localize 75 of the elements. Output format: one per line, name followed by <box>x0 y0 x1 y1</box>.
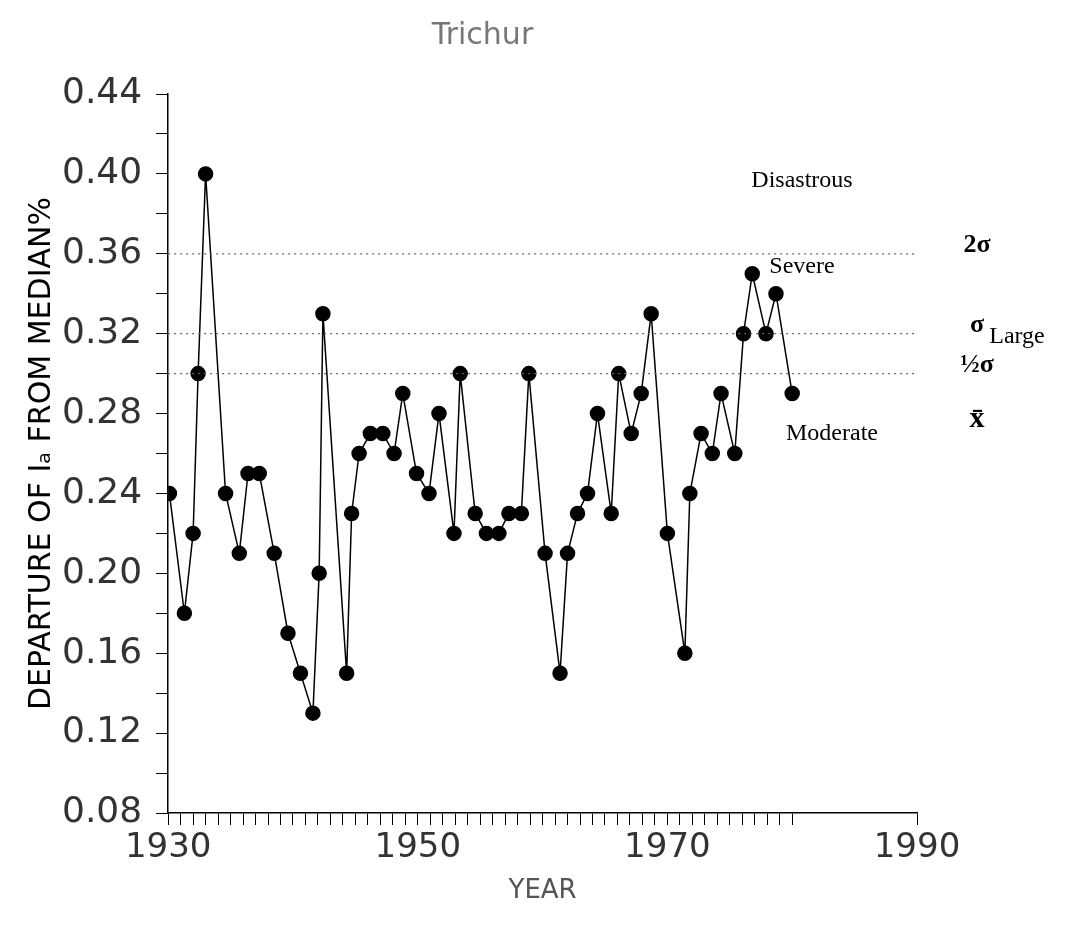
point <box>693 425 709 442</box>
point <box>190 365 206 382</box>
point <box>311 565 327 582</box>
point <box>727 445 743 462</box>
point <box>559 545 576 562</box>
x-tick-label: 1970 <box>624 825 711 866</box>
point <box>176 605 193 622</box>
point <box>643 305 659 322</box>
point <box>467 505 483 522</box>
point <box>452 365 468 382</box>
text: Large <box>989 322 1045 349</box>
point <box>589 405 606 422</box>
x-tick-label: 1950 <box>374 825 462 866</box>
point <box>603 505 619 522</box>
y-tick-label: 0.40 <box>62 150 143 192</box>
y-tick-label: 0.20 <box>62 549 143 591</box>
point <box>768 285 784 302</box>
annotation: Moderate <box>786 419 878 446</box>
point <box>579 485 596 502</box>
point <box>292 665 309 681</box>
point <box>351 445 367 462</box>
ref-line-label: 2σ <box>963 229 991 259</box>
y-tick-label: 0.44 <box>62 70 143 112</box>
y-axis-title: DEPARTURE OF Iₐ FROM MEDIAN% <box>21 197 57 710</box>
point <box>677 645 693 661</box>
point <box>266 545 282 562</box>
y-tick-label: 0.12 <box>62 709 143 751</box>
point <box>521 365 537 382</box>
point <box>491 525 507 542</box>
point <box>758 325 774 342</box>
point <box>537 545 553 562</box>
point <box>713 385 729 402</box>
point <box>659 525 676 542</box>
annotation: Disastrous <box>751 166 853 193</box>
point <box>569 505 586 522</box>
annotation: Severe <box>769 252 835 279</box>
point <box>744 266 760 282</box>
point <box>395 385 411 402</box>
point <box>231 545 248 562</box>
y-tick-label: 0.28 <box>62 389 143 431</box>
point <box>446 525 462 542</box>
point <box>552 665 568 681</box>
point <box>623 425 639 442</box>
x-axis-title: YEAR <box>507 874 577 905</box>
point <box>784 385 800 402</box>
point <box>633 385 649 402</box>
point <box>610 365 627 382</box>
ref-line-label: σ <box>969 309 985 339</box>
point <box>185 525 201 542</box>
x-tick-label: 1990 <box>873 825 961 866</box>
point <box>408 465 425 482</box>
point <box>704 445 721 462</box>
point <box>501 505 517 522</box>
point <box>513 505 530 522</box>
point <box>386 445 402 462</box>
ref-line-label: ½σ <box>960 349 994 379</box>
y-tick-label: 0.24 <box>62 469 143 511</box>
point <box>280 625 296 641</box>
y-tick-label: 0.36 <box>62 230 143 272</box>
point <box>375 425 391 442</box>
point <box>338 665 355 681</box>
point <box>217 485 234 502</box>
chart-title: Trichur <box>430 15 534 51</box>
point <box>315 305 331 322</box>
point <box>682 485 698 502</box>
point <box>197 166 214 182</box>
text: x̄ <box>969 399 985 433</box>
y-tick-label: 0.16 <box>62 629 143 671</box>
point <box>343 505 360 522</box>
point <box>735 325 752 342</box>
y-tick-label: 0.32 <box>62 310 143 352</box>
point <box>421 485 437 502</box>
point <box>431 405 447 422</box>
point <box>305 705 321 721</box>
point <box>251 465 268 482</box>
